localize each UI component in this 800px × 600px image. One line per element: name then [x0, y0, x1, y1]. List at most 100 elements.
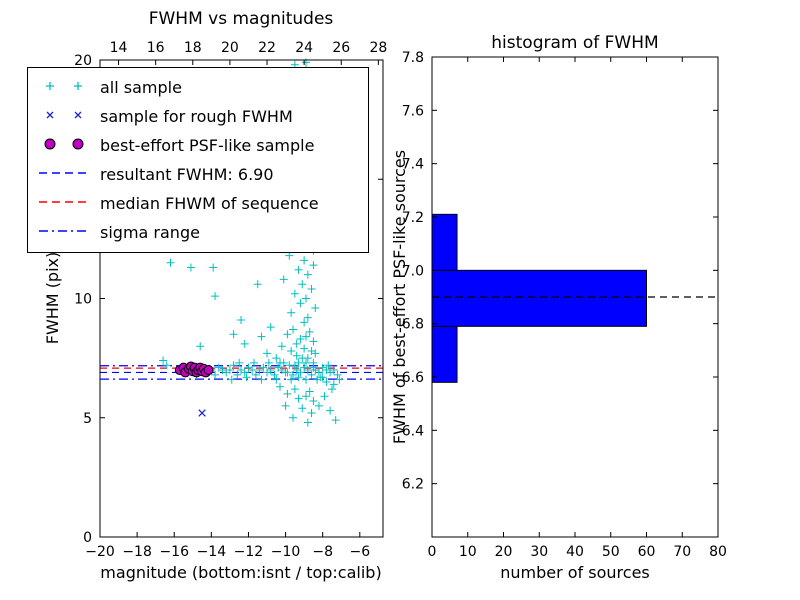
all-sample-point	[309, 363, 318, 372]
legend-label: sigma range	[100, 223, 200, 242]
all-sample-point	[240, 339, 249, 348]
all-sample-point	[242, 373, 251, 382]
all-sample-point	[307, 408, 316, 417]
tick-label: 7.6	[402, 103, 424, 119]
tick-label: 6.6	[402, 370, 424, 386]
legend-label: median FHWM of sequence	[100, 194, 319, 213]
all-sample-point	[229, 330, 238, 339]
all-sample-point	[296, 299, 305, 308]
all-sample-point	[259, 363, 268, 372]
all-sample-point	[296, 335, 305, 344]
circle-marker-icon	[36, 135, 92, 157]
all-sample-point	[277, 342, 286, 351]
all-sample-point	[309, 261, 318, 270]
all-sample-point	[290, 289, 299, 298]
all-sample-point	[303, 313, 312, 322]
tick-label: 70	[673, 544, 691, 560]
tick-label: 10	[459, 544, 477, 560]
tick-label: 80	[709, 544, 727, 560]
all-sample-point	[196, 342, 205, 351]
all-sample-point	[300, 256, 309, 265]
tick-label: 40	[566, 544, 584, 560]
tick-label: 6.8	[402, 317, 424, 333]
all-sample-point	[270, 370, 279, 379]
tick-label: 6.2	[402, 477, 424, 493]
tick-label: 26	[332, 40, 350, 56]
legend-item-all-sample: all sample	[36, 73, 368, 102]
all-sample-point	[331, 416, 340, 425]
all-sample-point	[326, 406, 335, 415]
legend-item-psf-like-sample: best-effort PSF-like sample	[36, 131, 368, 160]
all-sample-point	[294, 394, 303, 403]
tick-label: 18	[184, 40, 202, 56]
legend-item-resultant-fwhm: resultant FWHM: 6.90	[36, 160, 368, 189]
all-sample-point	[311, 304, 320, 313]
psf-like-point	[203, 365, 214, 376]
legend-label: all sample	[100, 78, 182, 97]
all-sample-point	[298, 280, 307, 289]
tick-label: 0	[83, 530, 92, 546]
histogram-bar	[431, 325, 458, 383]
all-sample-point	[307, 370, 316, 379]
all-sample-point	[329, 380, 338, 389]
tick-label: 5	[83, 411, 92, 427]
left-plot-ylabel: FWHM (pix)	[43, 252, 62, 345]
all-sample-point	[263, 349, 272, 358]
all-sample-point	[301, 332, 310, 341]
all-sample-point	[335, 375, 344, 384]
all-sample-point	[305, 387, 314, 396]
all-sample-point	[296, 368, 305, 377]
all-sample-point	[276, 358, 285, 367]
all-sample-point	[322, 377, 331, 386]
all-sample-point	[272, 375, 281, 384]
tick-label: 22	[258, 40, 276, 56]
all-sample-point	[288, 413, 297, 422]
all-sample-point	[287, 375, 296, 384]
legend-label: best-effort PSF-like sample	[100, 136, 315, 155]
all-sample-point	[257, 375, 266, 384]
all-sample-point	[303, 366, 312, 375]
tick-label: −18	[122, 544, 152, 560]
all-sample-point	[324, 361, 333, 370]
tick-label: 50	[602, 544, 620, 560]
right-plot-ylabel: FWHM of best-effort PSF-like sources	[390, 150, 409, 444]
all-sample-point	[311, 349, 320, 358]
tick-label: 20	[221, 40, 239, 56]
all-sample-point	[248, 366, 257, 375]
all-sample-point	[300, 318, 309, 327]
tick-label: 7.4	[402, 157, 424, 173]
all-sample-point	[209, 263, 218, 272]
legend-item-rough-fwhm-sample: sample for rough FWHM	[36, 102, 368, 131]
all-sample-point	[279, 275, 288, 284]
all-sample-point	[272, 354, 281, 363]
right-plot-xlabel: number of sources	[500, 563, 650, 582]
all-sample-point	[294, 373, 303, 382]
all-sample-point	[229, 361, 238, 370]
all-sample-point	[288, 325, 297, 334]
all-sample-point	[300, 344, 309, 353]
all-sample-point	[288, 370, 297, 379]
all-sample-point	[314, 401, 323, 410]
all-sample-point	[283, 389, 292, 398]
all-sample-point	[303, 418, 312, 427]
all-sample-point	[327, 385, 336, 394]
all-sample-point	[250, 358, 259, 367]
tick-label: 10	[74, 292, 92, 308]
all-sample-point	[333, 370, 342, 379]
left-plot-xlabel: magnitude (bottom:isnt / top:calib)	[100, 563, 381, 582]
all-sample-point	[237, 315, 246, 324]
all-sample-point	[305, 327, 314, 336]
all-sample-point	[227, 375, 236, 384]
tick-label: 60	[638, 544, 656, 560]
all-sample-point	[211, 292, 220, 301]
tick-label: 30	[530, 544, 548, 560]
tick-label: 20	[495, 544, 513, 560]
all-sample-point	[281, 401, 290, 410]
tick-label: 20	[74, 53, 92, 69]
all-sample-point	[309, 337, 318, 346]
all-sample-point	[329, 366, 338, 375]
all-sample-point	[292, 339, 301, 348]
histogram-bar	[431, 269, 647, 327]
all-sample-point	[257, 332, 266, 341]
